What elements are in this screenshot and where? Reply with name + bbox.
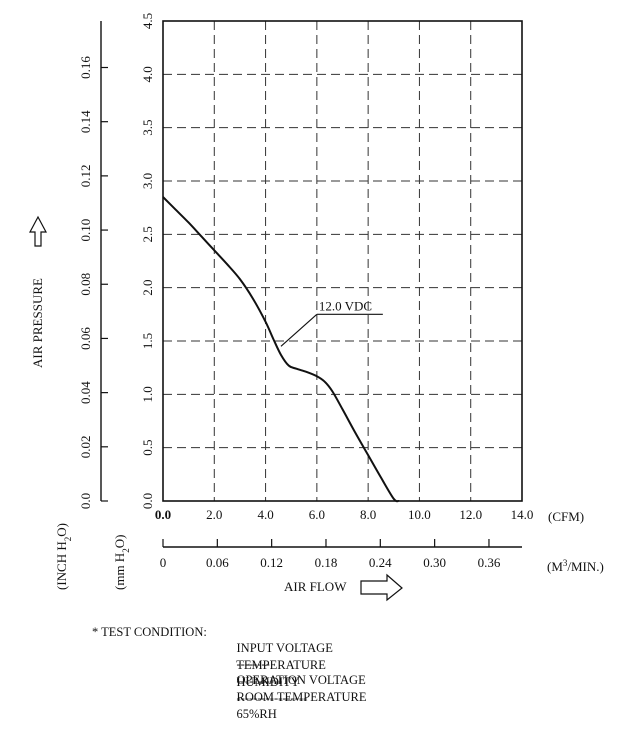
y-axis-title: AIR PRESSURE: [30, 278, 45, 368]
y-tick-inch-label: 0.0: [78, 493, 93, 509]
x-tick-m3-label: 0.24: [369, 555, 392, 570]
y-tick-mm-label: 1.5: [140, 333, 155, 349]
y-tick-mm-label: 3.5: [140, 120, 155, 136]
test-condition-row: INPUT VOLTAGE -------- OPERATION VOLTAGE: [224, 624, 366, 704]
chart-svg: 0.00.51.01.52.02.53.03.54.04.5 0.00.020.…: [29, 13, 604, 602]
x-tick-cfm-label: 10.0: [408, 507, 431, 522]
x-tick-m3-label: 0.18: [315, 555, 338, 570]
up-arrow-icon: [29, 215, 47, 247]
condition-dashes: -----------: [236, 674, 283, 688]
y-tick-mm-label: 1.0: [140, 386, 155, 402]
y-tick-inch-label: 0.12: [78, 165, 93, 188]
y-tick-mm-label: 3.0: [140, 173, 155, 189]
y-tick-inch-label: 0.16: [78, 56, 93, 79]
y-tick-inch-label: 0.04: [78, 381, 93, 404]
series-line-12vdc: [162, 196, 400, 503]
y-unit-inch: (INCH H2O): [54, 523, 73, 590]
y-axis-mm-ticks: 0.0 0.5 1.0 1.5 2.0 2.5 3.0 3.5 4.0 4.5: [140, 13, 155, 509]
y-tick-mm-label: 4.5: [140, 13, 155, 29]
condition-value: 65%RH: [236, 707, 277, 721]
x-unit-m3: (M3/MIN.): [547, 558, 604, 574]
y-tick-mm-label: 0.0: [140, 493, 155, 509]
series-label-leader: [280, 313, 318, 347]
test-condition-prefix: * TEST CONDITION:: [92, 625, 207, 639]
x-tick-cfm-label: 8.0: [360, 507, 376, 522]
y-tick-mm-label: 2.5: [140, 226, 155, 242]
x-axis-cfm-ticks: 0.0 2.0 4.0 6.0 8.0 10.0 12.0 14.0: [155, 507, 534, 522]
x-unit-cfm: (CFM): [548, 509, 584, 524]
y-tick-mm-label: 4.0: [140, 66, 155, 82]
condition-label: INPUT VOLTAGE: [236, 641, 333, 655]
x-tick-cfm-label: 14.0: [511, 507, 534, 522]
y-unit-mm: (mm H2O): [112, 535, 131, 590]
y-tick-inch-label: 0.14: [78, 110, 93, 133]
y-tick-inch-label: 0.02: [78, 435, 93, 458]
condition-dashes: --------: [236, 657, 270, 671]
x-tick-cfm-label: 0.0: [155, 507, 171, 522]
y-axis-inch: 0.0 0.02 0.04 0.06 0.08 0.10 0.12 0.14 0.16: [78, 21, 108, 509]
y-tick-inch-label: 0.08: [78, 273, 93, 296]
condition-label: TEMPERATURE: [236, 658, 326, 672]
y-tick-mm-label: 0.5: [140, 440, 155, 456]
x-axis-m3: 0 0.06 0.12 0.18 0.24 0.30 0.36: [160, 539, 522, 570]
x-tick-cfm-label: 4.0: [257, 507, 273, 522]
right-arrow-icon: [360, 573, 403, 602]
plot-frame: [162, 20, 523, 502]
y-tick-mm-label: 2.0: [140, 280, 155, 296]
x-axis-title: AIR FLOW: [284, 579, 347, 594]
x-tick-cfm-label: 12.0: [459, 507, 482, 522]
condition-label: HUMIDITY: [236, 675, 300, 689]
condition-value: OPERATION VOLTAGE: [236, 673, 366, 687]
x-tick-m3-label: 0.06: [206, 555, 229, 570]
series-label-12vdc: 12.0 VDC: [319, 298, 372, 313]
test-condition-row: HUMIDITY ----------------- 65%RH: [224, 658, 308, 738]
y-tick-inch-label: 0.06: [78, 327, 93, 350]
y-tick-inch-label: 0.10: [78, 219, 93, 242]
x-tick-cfm-label: 6.0: [309, 507, 325, 522]
condition-dashes: -----------------: [236, 691, 308, 705]
x-tick-m3-label: 0.36: [478, 555, 501, 570]
x-tick-m3-label: 0.12: [260, 555, 283, 570]
x-tick-m3-label: 0: [160, 555, 167, 570]
x-tick-cfm-label: 2.0: [206, 507, 222, 522]
grid-lines: [163, 21, 522, 501]
x-tick-m3-label: 0.30: [423, 555, 446, 570]
